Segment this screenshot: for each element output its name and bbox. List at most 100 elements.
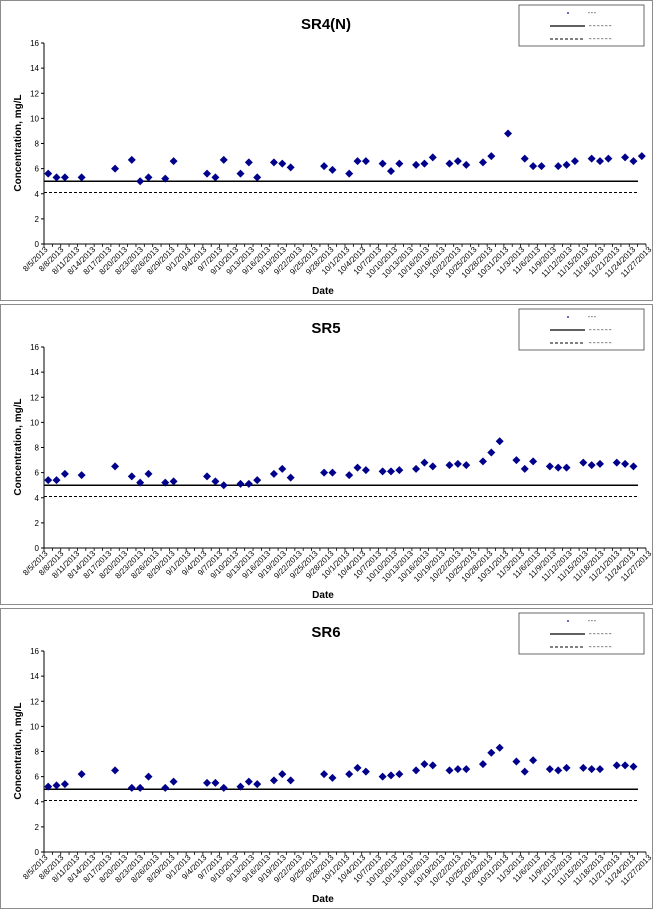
data-point: [554, 162, 563, 171]
legend-text-blur: [594, 316, 596, 318]
data-point: [328, 773, 337, 782]
data-point: [386, 467, 395, 476]
y-tick-label: 6: [35, 469, 40, 478]
y-tick-label: 16: [30, 647, 39, 656]
data-point: [286, 776, 295, 785]
data-point: [612, 458, 621, 467]
data-point: [77, 173, 86, 182]
legend-text-blur: [591, 620, 593, 622]
data-point: [127, 155, 136, 164]
data-point: [529, 457, 538, 466]
data-point: [244, 777, 253, 786]
legend-text-blur: [601, 633, 604, 635]
data-point: [478, 760, 487, 769]
legend-text-blur: [589, 633, 592, 635]
data-point: [169, 157, 178, 166]
data-point: [353, 157, 362, 166]
legend-text-blur: [605, 633, 608, 635]
legend-text-blur: [601, 646, 604, 648]
data-point: [269, 776, 278, 785]
y-tick-label: 0: [35, 544, 40, 553]
data-point: [219, 155, 228, 164]
data-point: [462, 765, 471, 774]
data-point: [495, 437, 504, 446]
data-point: [462, 461, 471, 470]
data-point: [562, 463, 571, 472]
data-point: [353, 463, 362, 472]
data-point: [60, 469, 69, 478]
data-point: [136, 783, 145, 792]
legend-text-blur: [588, 316, 590, 318]
data-point: [203, 169, 212, 178]
chart-title: SR4(N): [301, 16, 351, 33]
data-point: [127, 783, 136, 792]
data-point: [236, 782, 245, 791]
y-tick-label: 16: [30, 39, 39, 48]
legend-text-blur: [597, 633, 600, 635]
data-point: [612, 761, 621, 770]
data-point: [579, 763, 588, 772]
legend-text-blur: [597, 25, 600, 27]
chart-panel-sr4n: SR4(N) 0 2 4 6 8 10 12 14 16 8/5/2013 8/8/2013 8/11/…: [0, 0, 653, 301]
legend-text-blur: [589, 38, 592, 40]
legend-text-blur: [594, 12, 596, 14]
data-point: [203, 472, 212, 481]
data-point: [621, 761, 630, 770]
legend-text-blur: [591, 316, 593, 318]
data-point: [253, 476, 262, 485]
y-tick-label: 2: [35, 823, 40, 832]
data-point: [445, 159, 454, 168]
data-point: [203, 778, 212, 787]
y-tick-label: 4: [35, 798, 40, 807]
y-tick-label: 12: [30, 393, 39, 402]
data-point: [412, 464, 421, 473]
data-point: [253, 173, 262, 182]
y-tick-label: 12: [30, 89, 39, 98]
legend-text-blur: [605, 329, 608, 331]
data-point: [328, 165, 337, 174]
legend-text-blur: [601, 342, 604, 344]
legend-text-blur: [609, 646, 612, 648]
data-point: [77, 770, 86, 779]
data-point: [144, 469, 153, 478]
data-point: [579, 458, 588, 467]
data-point: [345, 770, 354, 779]
legend-marker-diamond: [567, 620, 569, 622]
data-point: [286, 163, 295, 172]
y-axis-title: Concentration, mg/L: [13, 702, 24, 799]
data-point: [269, 469, 278, 478]
data-point: [587, 154, 596, 163]
legend-text-blur: [597, 38, 600, 40]
data-point: [512, 456, 521, 465]
data-point: [537, 162, 546, 171]
data-point: [495, 743, 504, 752]
data-point: [144, 772, 153, 781]
legend-text-blur: [588, 620, 590, 622]
y-tick-label: 8: [35, 748, 40, 757]
data-point: [453, 157, 462, 166]
data-point: [278, 464, 287, 473]
chart-title: SR5: [311, 320, 340, 337]
data-point: [445, 766, 454, 775]
data-point: [236, 169, 245, 178]
data-point: [211, 173, 220, 182]
legend-text-blur: [597, 646, 600, 648]
data-point: [52, 173, 61, 182]
data-point: [395, 770, 404, 779]
data-point: [345, 169, 354, 178]
legend-text-blur: [609, 25, 612, 27]
data-point: [562, 763, 571, 772]
legend-marker-diamond: [567, 12, 569, 14]
legend-text-blur: [593, 38, 596, 40]
y-tick-label: 6: [35, 165, 40, 174]
data-point: [52, 476, 61, 485]
data-point: [462, 160, 471, 169]
data-point: [504, 129, 513, 138]
chart-panel-sr6: SR6 0 2 4 6 8 10 12 14 16 8/5/2013 8/8/2013 8/11/201…: [0, 608, 653, 909]
data-point: [44, 782, 53, 791]
legend: [518, 4, 645, 47]
data-point: [621, 459, 630, 468]
data-point: [570, 157, 579, 166]
data-point: [395, 159, 404, 168]
y-tick-label: 0: [35, 848, 40, 857]
